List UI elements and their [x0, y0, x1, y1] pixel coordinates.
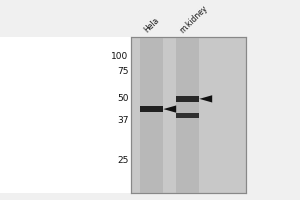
Bar [130, 37, 246, 193]
Text: 50: 50 [117, 94, 128, 103]
Bar [0, 37, 130, 193]
Text: 75: 75 [117, 67, 128, 76]
Bar [140, 37, 163, 193]
Bar [176, 37, 199, 193]
Text: Hela: Hela [142, 16, 161, 35]
Bar [140, 106, 163, 112]
Text: 100: 100 [111, 52, 128, 61]
Bar [176, 113, 199, 118]
Text: m.kidney: m.kidney [178, 3, 209, 35]
Polygon shape [199, 95, 212, 103]
Text: 25: 25 [117, 156, 128, 165]
Bar [176, 96, 199, 102]
Polygon shape [163, 105, 176, 113]
Text: 37: 37 [117, 116, 128, 125]
